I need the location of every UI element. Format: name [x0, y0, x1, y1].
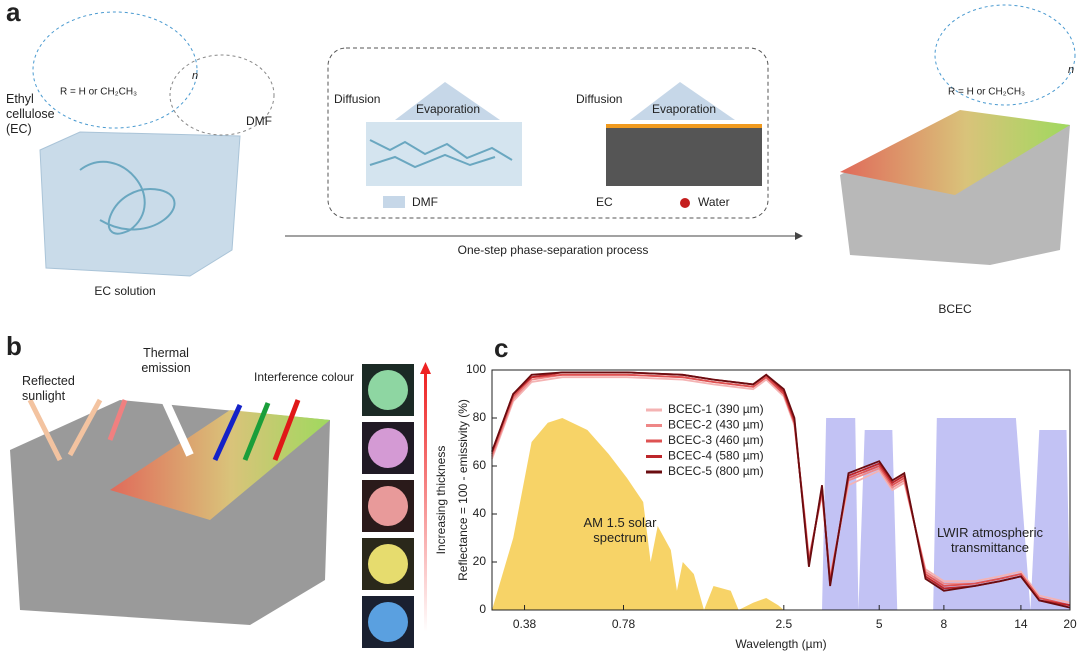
x-tick-label: 8	[941, 617, 948, 631]
caption: BCEC	[938, 302, 972, 316]
panel-label: c	[494, 333, 508, 363]
x-tick-label: 20	[1063, 617, 1077, 631]
legend-label: EC	[596, 195, 613, 209]
y-axis-label: Reflectance = 100 - emissivity (%)	[456, 399, 470, 581]
dmf-label: DMF	[246, 114, 272, 128]
area	[492, 418, 784, 610]
label: Interference colour	[254, 370, 354, 384]
x-tick-label: 5	[876, 617, 883, 631]
diffusion-label: Diffusion	[334, 92, 380, 106]
label: Increasing thickness	[434, 446, 448, 555]
area	[822, 418, 1070, 610]
label: Thermal emission	[141, 346, 191, 375]
panel-label: a	[6, 0, 21, 27]
legend-label: Water	[698, 195, 730, 209]
y-tick-label: 100	[466, 362, 486, 376]
x-axis-label: Wavelength (µm)	[735, 637, 826, 651]
label: Reflected sunlight	[22, 374, 75, 403]
panel-a-art	[32, 4, 1076, 277]
x-tick-label: 0.38	[513, 617, 537, 631]
legend-label: BCEC-1 (390 µm)	[668, 402, 764, 416]
x-tick-label: 0.78	[612, 617, 636, 631]
y-tick-label: 60	[473, 458, 487, 472]
diffusion-label: Diffusion	[576, 92, 622, 106]
y-tick-label: 40	[473, 506, 487, 520]
structure-note: R = H or CH₂CH₃	[60, 87, 137, 98]
legend-label: BCEC-2 (430 µm)	[668, 418, 764, 432]
legend-label: BCEC-4 (580 µm)	[668, 449, 764, 463]
y-tick-label: 80	[473, 410, 487, 424]
panel-b-art	[10, 362, 431, 648]
x-tick-label: 2.5	[775, 617, 792, 631]
area-label: AM 1.5 solar spectrum	[583, 515, 657, 545]
evaporation-label: Evaporation	[652, 102, 716, 116]
legend-label: BCEC-3 (460 µm)	[668, 433, 764, 447]
line	[491, 371, 1071, 609]
y-tick-label: 0	[479, 602, 486, 616]
chart: 0 20 40 60 80 100 0.38 0.78 2.5 5 8 14 20 Wavelength …	[456, 362, 1077, 651]
legend-swatch	[680, 198, 690, 208]
panel-label: b	[6, 331, 22, 361]
structure-note: R = H or CH₂CH₃	[948, 87, 1025, 98]
x-tick-label: 14	[1014, 617, 1028, 631]
legend-swatch	[383, 196, 405, 208]
legend-label: DMF	[412, 195, 438, 209]
y-tick-label: 20	[473, 554, 487, 568]
ec-label: Ethyl cellulose (EC)	[6, 92, 55, 136]
evaporation-label: Evaporation	[416, 102, 480, 116]
process-label: One-step phase-separation process	[458, 243, 649, 257]
caption: EC solution	[94, 284, 155, 298]
repeat-unit: n	[192, 70, 198, 82]
plot-frame	[491, 369, 1071, 611]
area-label: LWIR atmospheric transmittance	[937, 525, 1043, 555]
repeat-unit: n	[1068, 64, 1074, 76]
legend-label: BCEC-5 (800 µm)	[668, 464, 764, 478]
